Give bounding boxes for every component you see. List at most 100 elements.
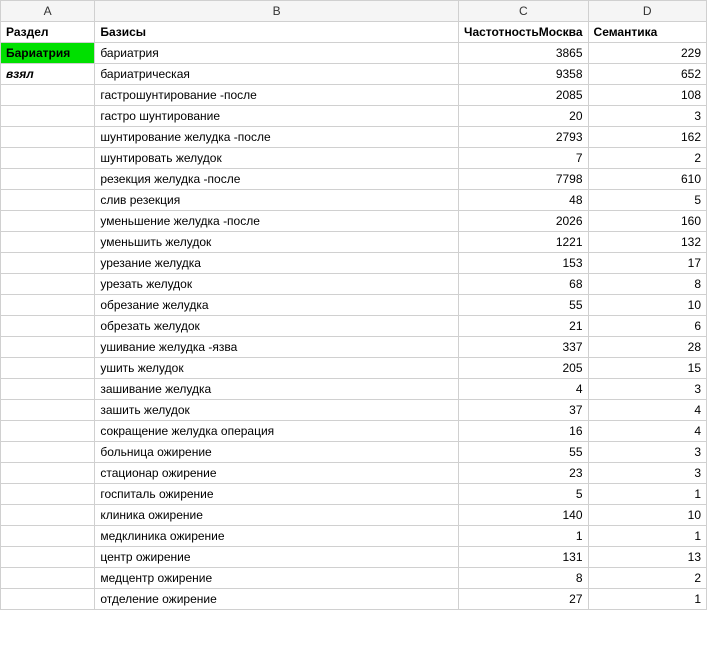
cell-b[interactable]: госпиталь ожирение: [95, 484, 459, 505]
cell-d[interactable]: 1: [588, 526, 706, 547]
cell-b[interactable]: ушить желудок: [95, 358, 459, 379]
cell-c[interactable]: 2026: [459, 211, 589, 232]
cell-d[interactable]: 3: [588, 463, 706, 484]
cell-d[interactable]: 2: [588, 568, 706, 589]
cell-c[interactable]: 9358: [459, 64, 589, 85]
col-header-a[interactable]: A: [1, 1, 95, 22]
cell-b[interactable]: уменьшить желудок: [95, 232, 459, 253]
header-semantika[interactable]: Семантика: [588, 22, 706, 43]
cell-d[interactable]: 10: [588, 505, 706, 526]
col-header-d[interactable]: D: [588, 1, 706, 22]
cell-c[interactable]: 55: [459, 295, 589, 316]
cell-b[interactable]: урезать желудок: [95, 274, 459, 295]
cell-a[interactable]: [1, 127, 95, 148]
cell-a[interactable]: [1, 232, 95, 253]
cell-a[interactable]: [1, 190, 95, 211]
cell-d[interactable]: 13: [588, 547, 706, 568]
cell-a[interactable]: [1, 337, 95, 358]
cell-c[interactable]: 21: [459, 316, 589, 337]
cell-b[interactable]: бариатрия: [95, 43, 459, 64]
cell-d[interactable]: 3: [588, 379, 706, 400]
cell-a[interactable]: [1, 547, 95, 568]
cell-d[interactable]: 4: [588, 400, 706, 421]
cell-d[interactable]: 652: [588, 64, 706, 85]
cell-b[interactable]: медклиника ожирение: [95, 526, 459, 547]
header-razdel[interactable]: Раздел: [1, 22, 95, 43]
cell-a[interactable]: [1, 295, 95, 316]
cell-c[interactable]: 55: [459, 442, 589, 463]
cell-b[interactable]: урезание желудка: [95, 253, 459, 274]
cell-d[interactable]: 160: [588, 211, 706, 232]
cell-c[interactable]: 27: [459, 589, 589, 610]
cell-d[interactable]: 1: [588, 484, 706, 505]
cell-b[interactable]: бариатрическая: [95, 64, 459, 85]
cell-b[interactable]: ушивание желудка -язва: [95, 337, 459, 358]
col-header-c[interactable]: C: [459, 1, 589, 22]
cell-a[interactable]: [1, 253, 95, 274]
cell-d[interactable]: 229: [588, 43, 706, 64]
cell-a[interactable]: [1, 463, 95, 484]
cell-a[interactable]: [1, 106, 95, 127]
cell-d[interactable]: 8: [588, 274, 706, 295]
cell-d[interactable]: 4: [588, 421, 706, 442]
cell-a[interactable]: [1, 505, 95, 526]
cell-a[interactable]: [1, 568, 95, 589]
cell-c[interactable]: 1221: [459, 232, 589, 253]
cell-b[interactable]: зашить желудок: [95, 400, 459, 421]
cell-c[interactable]: 140: [459, 505, 589, 526]
cell-a[interactable]: [1, 274, 95, 295]
cell-a[interactable]: [1, 211, 95, 232]
cell-b[interactable]: слив резекция: [95, 190, 459, 211]
cell-b[interactable]: резекция желудка -после: [95, 169, 459, 190]
cell-a[interactable]: [1, 400, 95, 421]
cell-c[interactable]: 2085: [459, 85, 589, 106]
cell-d[interactable]: 3: [588, 442, 706, 463]
cell-b[interactable]: отделение ожирение: [95, 589, 459, 610]
cell-a[interactable]: [1, 484, 95, 505]
cell-d[interactable]: 162: [588, 127, 706, 148]
cell-a[interactable]: [1, 358, 95, 379]
cell-d[interactable]: 10: [588, 295, 706, 316]
cell-a[interactable]: [1, 526, 95, 547]
cell-c[interactable]: 3865: [459, 43, 589, 64]
cell-d[interactable]: 610: [588, 169, 706, 190]
cell-c[interactable]: 5: [459, 484, 589, 505]
cell-b[interactable]: стационар ожирение: [95, 463, 459, 484]
cell-a[interactable]: [1, 589, 95, 610]
cell-c[interactable]: 7798: [459, 169, 589, 190]
header-chastotnost[interactable]: ЧастотностьМосква: [459, 22, 589, 43]
cell-b[interactable]: медцентр ожирение: [95, 568, 459, 589]
cell-a[interactable]: [1, 379, 95, 400]
cell-c[interactable]: 48: [459, 190, 589, 211]
cell-c[interactable]: 4: [459, 379, 589, 400]
cell-d[interactable]: 6: [588, 316, 706, 337]
cell-a[interactable]: [1, 421, 95, 442]
cell-b[interactable]: зашивание желудка: [95, 379, 459, 400]
cell-b[interactable]: обрезание желудка: [95, 295, 459, 316]
cell-b[interactable]: шунтирование желудка -после: [95, 127, 459, 148]
cell-c[interactable]: 1: [459, 526, 589, 547]
cell-a[interactable]: [1, 316, 95, 337]
cell-d[interactable]: 132: [588, 232, 706, 253]
cell-c[interactable]: 131: [459, 547, 589, 568]
cell-a[interactable]: взял: [1, 64, 95, 85]
cell-c[interactable]: 68: [459, 274, 589, 295]
cell-c[interactable]: 2793: [459, 127, 589, 148]
cell-a[interactable]: [1, 442, 95, 463]
cell-c[interactable]: 7: [459, 148, 589, 169]
cell-d[interactable]: 3: [588, 106, 706, 127]
cell-c[interactable]: 205: [459, 358, 589, 379]
cell-a[interactable]: Бариатрия: [1, 43, 95, 64]
cell-c[interactable]: 37: [459, 400, 589, 421]
cell-c[interactable]: 8: [459, 568, 589, 589]
cell-b[interactable]: сокращение желудка операция: [95, 421, 459, 442]
cell-b[interactable]: обрезать желудок: [95, 316, 459, 337]
cell-b[interactable]: клиника ожирение: [95, 505, 459, 526]
cell-c[interactable]: 23: [459, 463, 589, 484]
header-bazisy[interactable]: Базисы: [95, 22, 459, 43]
cell-d[interactable]: 108: [588, 85, 706, 106]
cell-b[interactable]: гастрошунтирование -после: [95, 85, 459, 106]
cell-b[interactable]: больница ожирение: [95, 442, 459, 463]
cell-d[interactable]: 28: [588, 337, 706, 358]
cell-c[interactable]: 16: [459, 421, 589, 442]
